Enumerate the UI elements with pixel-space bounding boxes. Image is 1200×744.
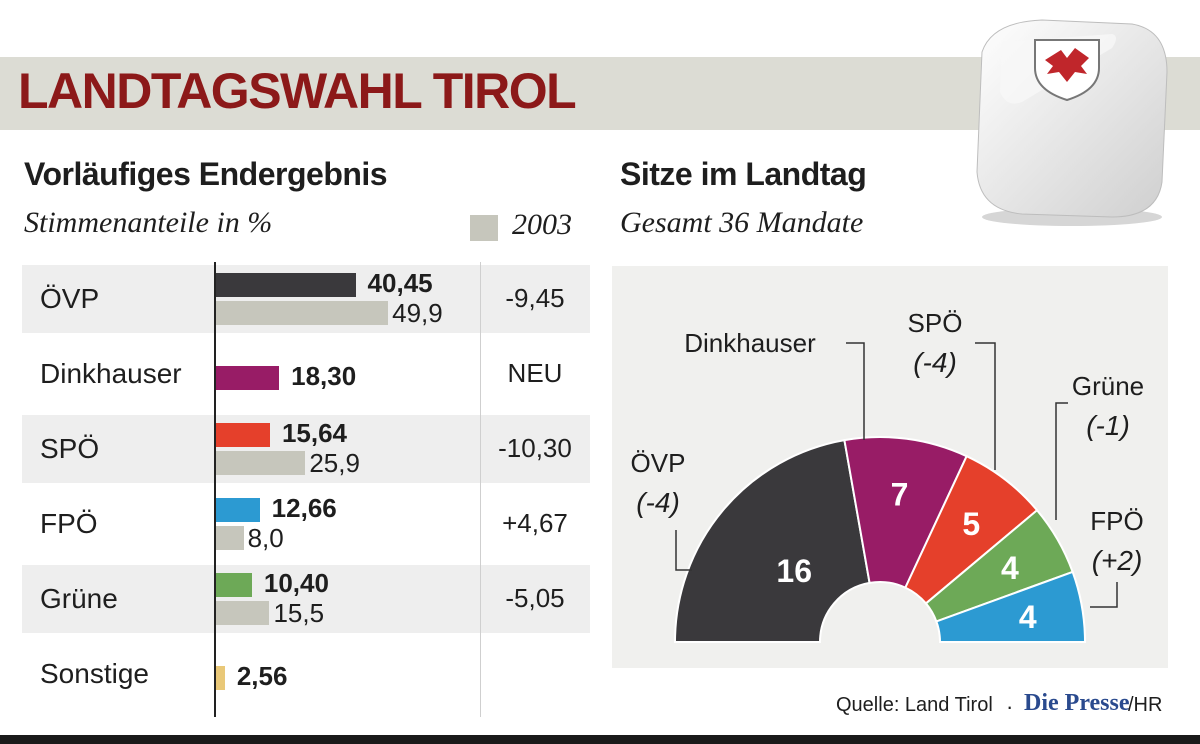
legend-label-2003: 2003 bbox=[512, 208, 572, 241]
bar-2003 bbox=[216, 526, 244, 550]
party-label: SPÖ bbox=[40, 433, 100, 464]
seats-panel bbox=[612, 266, 1168, 668]
source-brand: Die Presse bbox=[1024, 690, 1130, 716]
results-heading: Vorläufiges Endergebnis bbox=[24, 156, 388, 192]
party-label: Dinkhauser bbox=[40, 358, 182, 389]
party-label: FPÖ bbox=[40, 508, 98, 539]
footer-bar bbox=[0, 735, 1200, 744]
tyrol-dice-icon bbox=[976, 19, 1168, 226]
party-label: Grüne bbox=[40, 583, 118, 614]
bar-value-2008: 10,40 bbox=[263, 568, 329, 598]
row-stripe bbox=[22, 415, 590, 483]
results-subheading: Stimmenanteile in % bbox=[24, 206, 273, 239]
bar-value-2008: 40,45 bbox=[367, 268, 433, 298]
bar-2003 bbox=[216, 601, 270, 625]
source-suffix: /HR bbox=[1128, 694, 1163, 716]
bar-value-2003: 49,9 bbox=[392, 298, 443, 328]
bar-2008 bbox=[216, 498, 260, 522]
bar-chart-axis bbox=[214, 262, 216, 717]
bar-value-2008: 15,64 bbox=[281, 418, 348, 448]
bar-2003 bbox=[216, 451, 306, 475]
bar-2003 bbox=[216, 301, 389, 325]
bar-value-2008: 18,30 bbox=[291, 361, 357, 391]
bar-value-2003: 25,9 bbox=[309, 448, 360, 478]
source-label: Quelle: Land Tirol bbox=[836, 694, 993, 716]
bar-value-2008: 2,56 bbox=[236, 661, 288, 691]
party-label: Sonstige bbox=[40, 658, 149, 689]
difference-value: +4,67 bbox=[502, 508, 568, 538]
bar-value-2008: 12,66 bbox=[271, 493, 337, 523]
source-separator: · bbox=[1006, 694, 1014, 719]
bar-2008 bbox=[216, 423, 270, 447]
legend-swatch-2003 bbox=[470, 215, 498, 241]
bar-2008 bbox=[216, 273, 356, 297]
difference-value: -9,45 bbox=[505, 283, 565, 313]
party-label: ÖVP bbox=[40, 283, 100, 314]
page-title: LANDTAGSWAHL TIROL bbox=[18, 63, 577, 119]
row-stripe bbox=[22, 565, 590, 633]
bar-2008 bbox=[216, 573, 252, 597]
difference-value: NEU bbox=[507, 358, 563, 388]
bar-value-2003: 8,0 bbox=[247, 523, 284, 553]
difference-value: -10,30 bbox=[498, 433, 572, 463]
bar-value-2003: 15,5 bbox=[273, 598, 325, 628]
bar-2008 bbox=[216, 666, 225, 690]
difference-column-separator bbox=[480, 262, 481, 717]
seats-heading: Sitze im Landtag bbox=[620, 156, 867, 192]
bar-2008 bbox=[216, 366, 280, 390]
seats-subheading: Gesamt 36 Mandate bbox=[620, 206, 864, 239]
difference-value: -5,05 bbox=[505, 583, 565, 613]
